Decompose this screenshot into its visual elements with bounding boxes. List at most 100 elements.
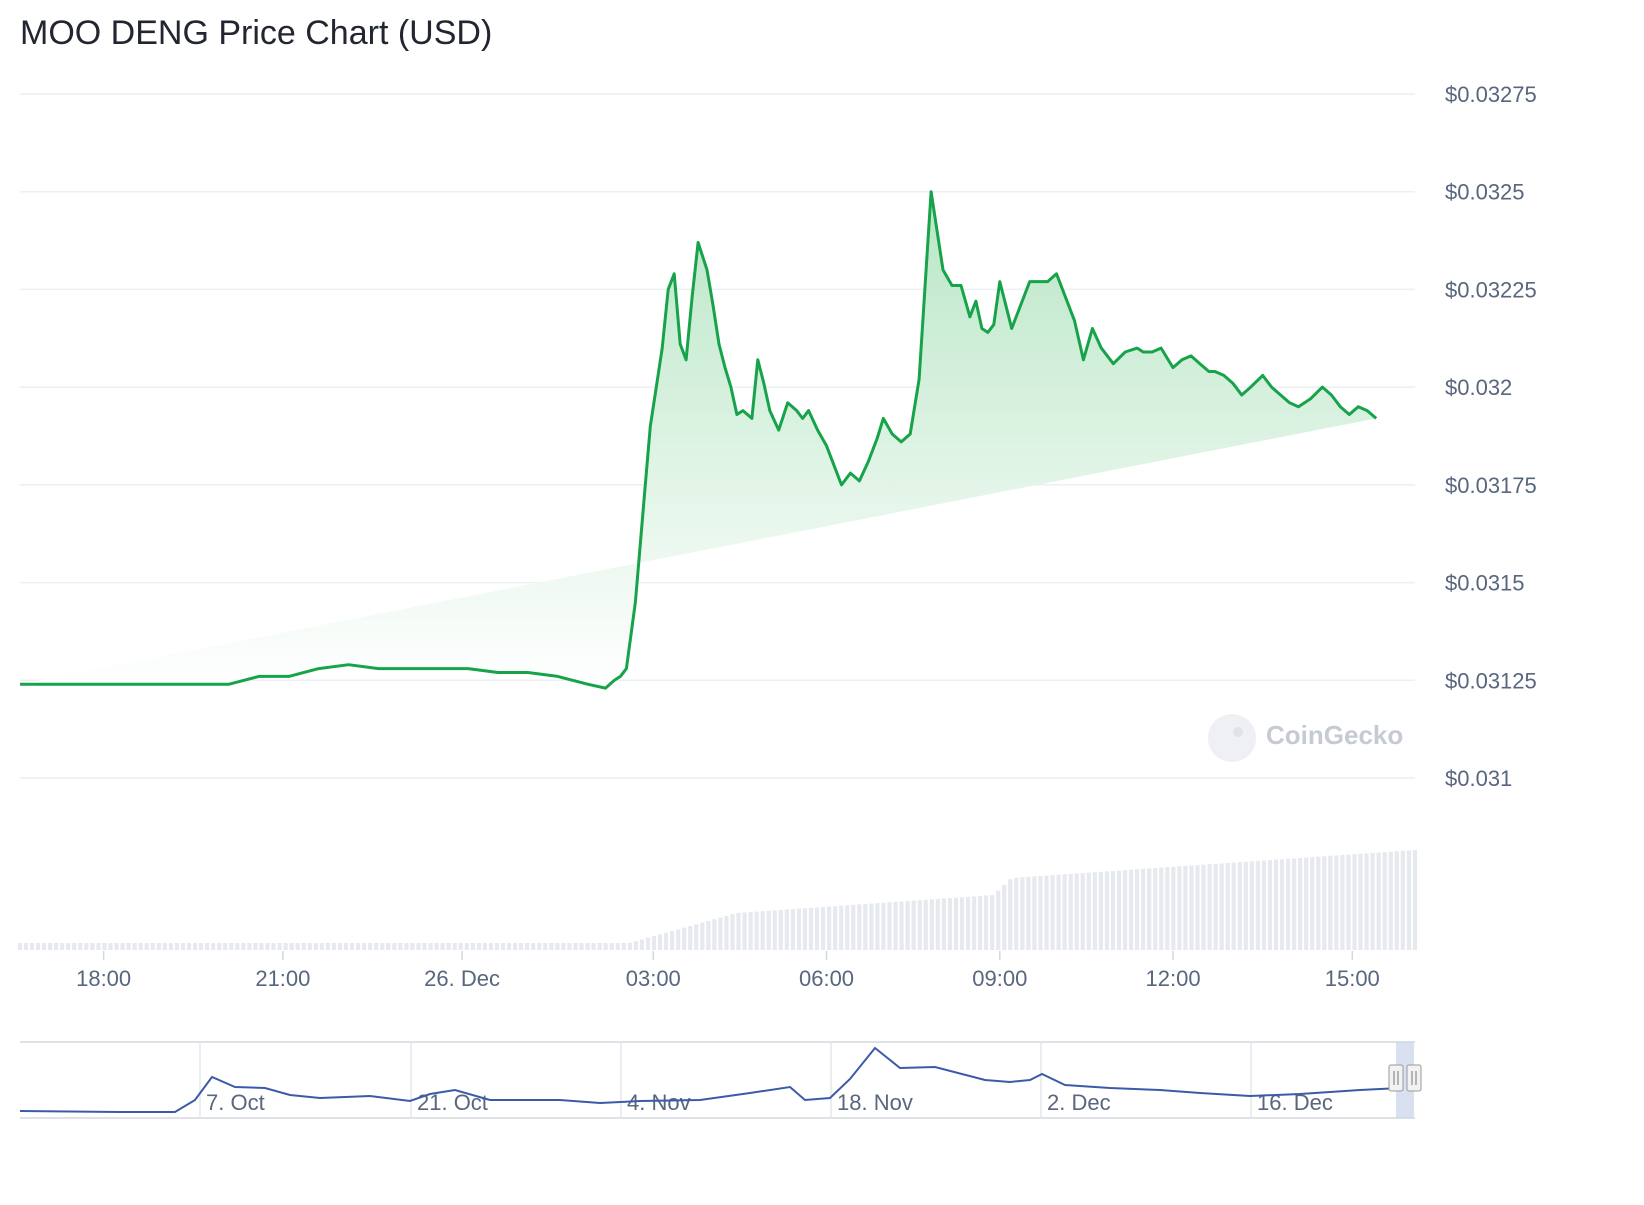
volume-bar <box>325 943 330 950</box>
navigator-handle-icon[interactable] <box>1406 1064 1422 1092</box>
volume-bar <box>301 943 306 950</box>
volume-bar <box>1388 851 1393 950</box>
volume-bar <box>814 907 820 950</box>
watermark-text: CoinGecko <box>1266 720 1403 750</box>
volume-bar <box>506 943 512 950</box>
navigator-tick-label: 7. Oct <box>206 1090 265 1115</box>
volume-bar <box>609 943 614 950</box>
volume-bar <box>1122 870 1128 950</box>
volume-bar <box>1219 863 1224 950</box>
volume-bar <box>1032 876 1037 950</box>
volume-bar <box>337 943 343 950</box>
volume-bar <box>621 943 626 950</box>
volume-bar <box>96 943 101 950</box>
volume-bar <box>1128 869 1134 950</box>
volume-bar <box>1237 862 1242 950</box>
volume-bar <box>953 897 959 950</box>
volume-bar <box>198 943 204 950</box>
grid-lines <box>20 93 1415 779</box>
volume-bar <box>1201 864 1206 950</box>
volume-bar <box>416 943 421 950</box>
volume-bar <box>1249 861 1254 950</box>
volume-bar <box>1008 879 1013 950</box>
volume-bar <box>168 943 173 950</box>
volume-bar <box>796 908 802 950</box>
volume-bar <box>1261 860 1267 950</box>
volume-bar <box>959 897 965 950</box>
volume-bar <box>470 943 475 950</box>
navigator-handle-icon[interactable] <box>1388 1064 1404 1092</box>
volume-bar <box>820 906 826 950</box>
volume-bar <box>1153 868 1158 950</box>
volume-bar <box>579 943 584 950</box>
volume-bar <box>1110 870 1116 950</box>
volume-bar <box>1243 861 1248 950</box>
volume-bar <box>174 943 180 950</box>
volume-bar <box>947 898 952 950</box>
volume-bar <box>917 900 922 950</box>
navigator-tick-label: 18. Nov <box>837 1090 913 1115</box>
volume-bar <box>772 910 777 950</box>
volume-bar <box>1364 853 1369 950</box>
volume-bar <box>1092 872 1097 950</box>
volume-bar <box>827 906 832 950</box>
volume-bar <box>1382 852 1387 950</box>
volume-bar <box>929 899 934 950</box>
volume-bar <box>241 943 246 950</box>
volume-bar <box>494 943 500 950</box>
price-line[interactable] <box>20 190 1378 690</box>
volume-bar <box>1316 856 1321 950</box>
volume-bar <box>1177 866 1182 950</box>
volume-bar <box>295 943 300 950</box>
volume-bar <box>1267 860 1273 950</box>
navigator-tick-label: 2. Dec <box>1047 1090 1111 1115</box>
volume-bar <box>730 914 735 950</box>
y-tick-label: $0.03225 <box>1445 277 1537 302</box>
volume-bar <box>247 943 252 950</box>
volume-bar <box>1400 850 1405 950</box>
volume-bar <box>259 943 264 950</box>
volume-bar <box>1207 864 1212 950</box>
volume-bar <box>639 939 645 950</box>
volume-bar <box>525 943 530 950</box>
volume-bar <box>90 943 95 950</box>
volume-bar <box>1298 857 1303 950</box>
volume-bar <box>54 943 59 950</box>
volume-bar <box>476 943 481 950</box>
volume-bar <box>283 943 288 950</box>
volume-bar <box>229 943 234 950</box>
volume-bar <box>663 932 669 950</box>
volume-bar <box>349 943 355 950</box>
volume-bar <box>627 942 632 950</box>
volume-bar <box>386 943 391 950</box>
volume-bar <box>319 943 324 950</box>
volume-bar <box>941 898 946 950</box>
volume-bar <box>1346 854 1351 950</box>
volume-bar <box>911 900 916 950</box>
volume-bar <box>1147 868 1152 950</box>
volume-bar <box>355 943 361 950</box>
volume-bar <box>1292 858 1297 950</box>
volume-bar <box>706 920 711 950</box>
navigator-tick-label: 4. Nov <box>627 1090 691 1115</box>
volume-bar <box>253 943 258 950</box>
volume-bar <box>374 943 379 950</box>
volume-bar <box>808 907 814 950</box>
volume-bar <box>428 943 433 950</box>
price-line-path[interactable] <box>20 190 1378 690</box>
volume-bar <box>1098 871 1103 950</box>
volume-bar <box>977 895 983 950</box>
volume-bar <box>1406 850 1411 950</box>
volume-bar <box>1328 855 1333 950</box>
navigator[interactable]: 7. Oct 21. Oct 4. Nov 18. Nov 2. Dec 16. Dec <box>19 1041 1422 1119</box>
volume-bar <box>380 943 385 950</box>
volume-bar <box>965 896 971 950</box>
volume-bar <box>29 943 35 950</box>
volume-bar <box>41 943 47 950</box>
volume-bar <box>899 901 904 950</box>
volume-bar <box>984 895 989 950</box>
volume-bar <box>126 943 131 950</box>
price-area <box>20 191 1377 689</box>
volume-bar <box>114 943 119 950</box>
